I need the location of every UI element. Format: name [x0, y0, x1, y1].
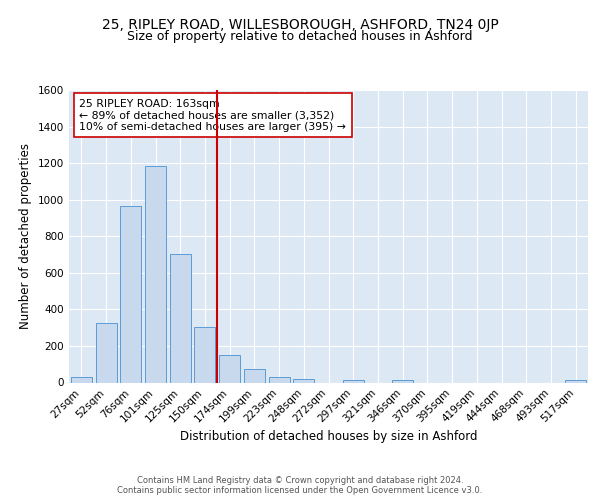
- Y-axis label: Number of detached properties: Number of detached properties: [19, 143, 32, 329]
- Bar: [293, 379, 314, 382]
- Bar: [244, 369, 265, 382]
- Text: 25, RIPLEY ROAD, WILLESBOROUGH, ASHFORD, TN24 0JP: 25, RIPLEY ROAD, WILLESBOROUGH, ASHFORD,…: [101, 18, 499, 32]
- Text: Contains HM Land Registry data © Crown copyright and database right 2024.
Contai: Contains HM Land Registry data © Crown c…: [118, 476, 482, 495]
- Bar: [170, 254, 191, 382]
- Bar: [145, 166, 166, 382]
- Bar: [95, 323, 116, 382]
- Bar: [269, 377, 290, 382]
- Text: Size of property relative to detached houses in Ashford: Size of property relative to detached ho…: [127, 30, 473, 43]
- Bar: [71, 377, 92, 382]
- X-axis label: Distribution of detached houses by size in Ashford: Distribution of detached houses by size …: [180, 430, 477, 443]
- Bar: [343, 380, 364, 382]
- Bar: [219, 355, 240, 382]
- Text: 25 RIPLEY ROAD: 163sqm
← 89% of detached houses are smaller (3,352)
10% of semi-: 25 RIPLEY ROAD: 163sqm ← 89% of detached…: [79, 99, 346, 132]
- Bar: [194, 326, 215, 382]
- Bar: [565, 380, 586, 382]
- Bar: [120, 206, 141, 382]
- Bar: [392, 380, 413, 382]
